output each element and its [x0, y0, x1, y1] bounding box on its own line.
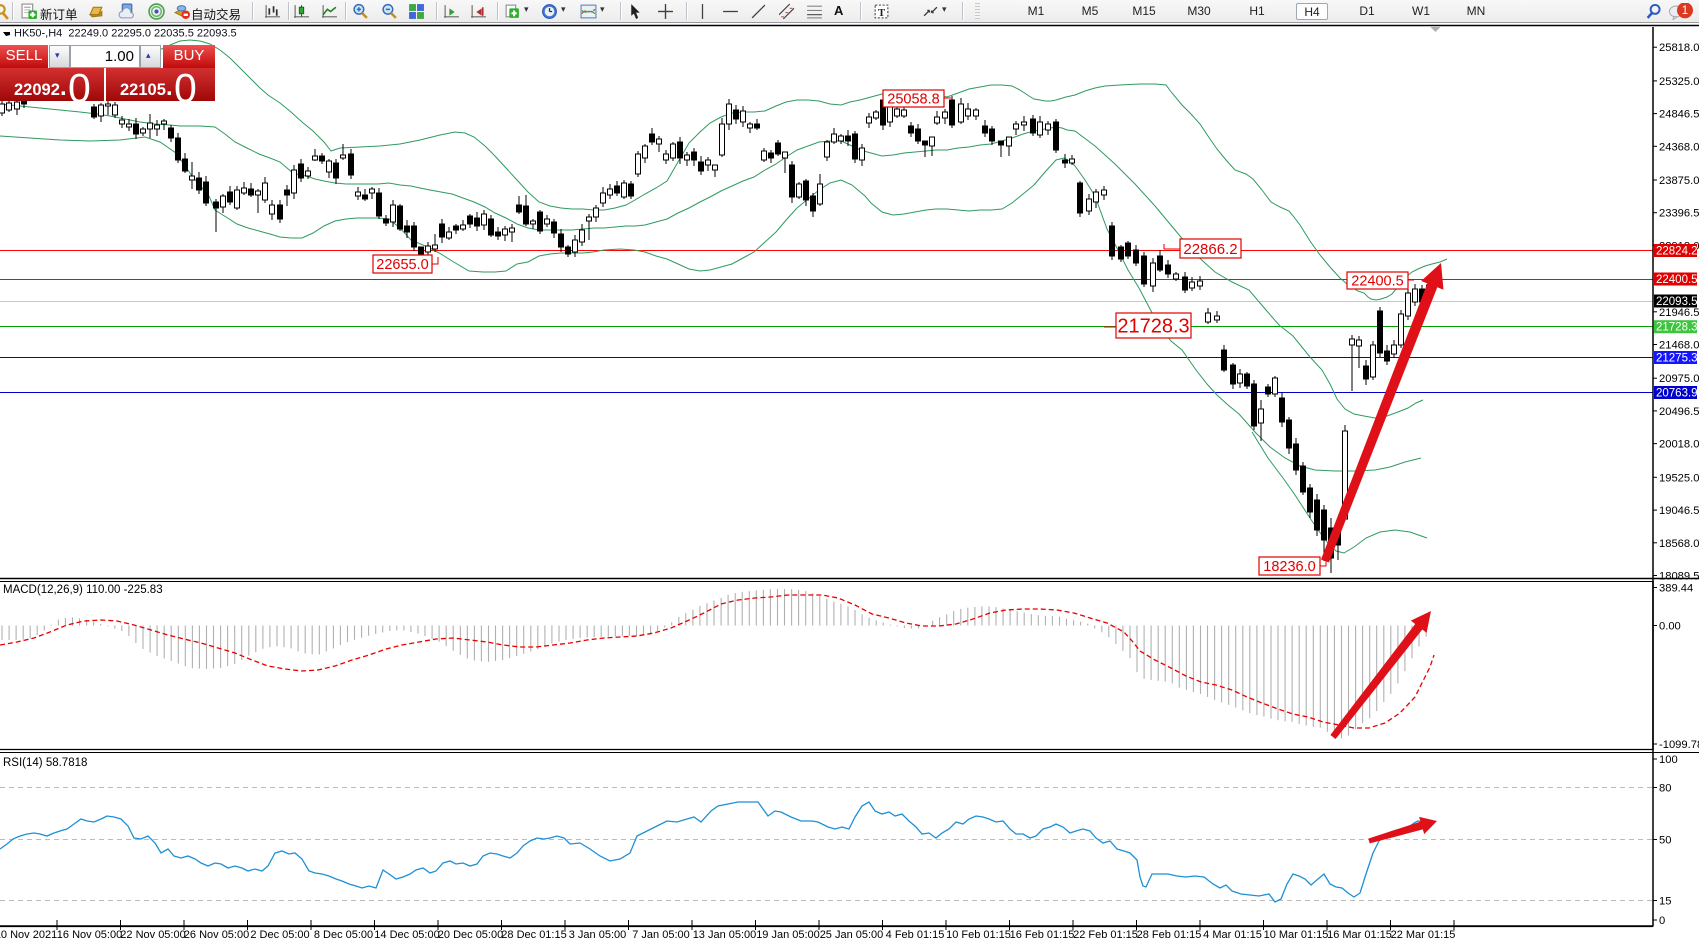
- svg-text:22866.2: 22866.2: [1183, 241, 1237, 258]
- svg-text:19525.0: 19525.0: [1659, 472, 1699, 484]
- svg-text:80: 80: [1659, 783, 1671, 795]
- svg-text:21468.0: 21468.0: [1659, 340, 1699, 352]
- svg-text:25818.0: 25818.0: [1659, 42, 1699, 54]
- svg-text:28 Feb 01:15: 28 Feb 01:15: [1137, 929, 1202, 941]
- svg-text:25325.0: 25325.0: [1659, 76, 1699, 88]
- svg-text:15: 15: [1659, 896, 1671, 908]
- svg-text:MACD(12,26,9) 110.00 -225.83: MACD(12,26,9) 110.00 -225.83: [3, 584, 163, 596]
- svg-text:21728.3: 21728.3: [1656, 322, 1698, 334]
- svg-text:24368.0: 24368.0: [1659, 141, 1699, 153]
- svg-text:20 Dec 05:00: 20 Dec 05:00: [438, 929, 503, 941]
- svg-text:10 Mar 01:15: 10 Mar 01:15: [1264, 929, 1329, 941]
- svg-text:22400.5: 22400.5: [1351, 274, 1403, 290]
- svg-text:2 Dec 05:00: 2 Dec 05:00: [250, 929, 309, 941]
- svg-text:0: 0: [1659, 915, 1665, 927]
- svg-text:389.44: 389.44: [1659, 583, 1693, 595]
- svg-text:22 Nov 05:00: 22 Nov 05:00: [120, 929, 185, 941]
- svg-text:20763.9: 20763.9: [1656, 388, 1698, 400]
- svg-text:18089.5: 18089.5: [1659, 571, 1699, 583]
- svg-text:23875.0: 23875.0: [1659, 175, 1699, 187]
- svg-text:28 Dec 01:15: 28 Dec 01:15: [501, 929, 566, 941]
- svg-text:22 Feb 01:15: 22 Feb 01:15: [1073, 929, 1138, 941]
- svg-text:14 Dec 05:00: 14 Dec 05:00: [374, 929, 439, 941]
- svg-text:19 Jan 05:00: 19 Jan 05:00: [756, 929, 820, 941]
- svg-text:4 Feb 01:15: 4 Feb 01:15: [886, 929, 945, 941]
- svg-text:8 Dec 05:00: 8 Dec 05:00: [314, 929, 373, 941]
- svg-text:21275.3: 21275.3: [1656, 353, 1698, 365]
- svg-text:100: 100: [1659, 754, 1678, 766]
- svg-text:22655.0: 22655.0: [376, 257, 428, 273]
- svg-text:20018.0: 20018.0: [1659, 439, 1699, 451]
- svg-text:3 Jan 05:00: 3 Jan 05:00: [569, 929, 627, 941]
- svg-text:24846.5: 24846.5: [1659, 109, 1699, 121]
- svg-text:7 Jan 05:00: 7 Jan 05:00: [632, 929, 690, 941]
- svg-text:RSI(14) 58.7818: RSI(14) 58.7818: [3, 757, 87, 769]
- svg-text:22093.5: 22093.5: [1656, 296, 1698, 308]
- svg-text:50: 50: [1659, 835, 1671, 847]
- svg-text:25 Jan 05:00: 25 Jan 05:00: [820, 929, 884, 941]
- svg-text:21946.5: 21946.5: [1659, 307, 1699, 319]
- svg-text:18568.0: 18568.0: [1659, 538, 1699, 550]
- svg-text:25058.8: 25058.8: [887, 92, 939, 108]
- svg-text:-1099.78: -1099.78: [1659, 739, 1699, 751]
- svg-text:21728.3: 21728.3: [1117, 316, 1189, 338]
- svg-text:10 Nov 2021: 10 Nov 2021: [0, 929, 57, 941]
- svg-text:16 Nov 05:00: 16 Nov 05:00: [57, 929, 122, 941]
- svg-text:4 Mar 01:15: 4 Mar 01:15: [1203, 929, 1262, 941]
- svg-text:16 Mar 01:15: 16 Mar 01:15: [1327, 929, 1392, 941]
- svg-text:10 Feb 01:15: 10 Feb 01:15: [946, 929, 1011, 941]
- svg-text:HK50-,H4 22249.0 22295.0 2203: HK50-,H4 22249.0 22295.0 22035.5 22093.5: [14, 28, 237, 40]
- svg-text:20975.0: 20975.0: [1659, 373, 1699, 385]
- svg-text:16 Feb 01:15: 16 Feb 01:15: [1010, 929, 1075, 941]
- svg-text:23396.5: 23396.5: [1659, 208, 1699, 220]
- svg-text:22 Mar 01:15: 22 Mar 01:15: [1391, 929, 1456, 941]
- svg-text:T: T: [878, 8, 885, 19]
- svg-text:1: 1: [1682, 5, 1688, 17]
- svg-text:22824.2: 22824.2: [1656, 246, 1698, 258]
- svg-text:20496.5: 20496.5: [1659, 406, 1699, 418]
- svg-text:13 Jan 05:00: 13 Jan 05:00: [693, 929, 757, 941]
- svg-text:18236.0: 18236.0: [1263, 559, 1315, 575]
- svg-text:0.00: 0.00: [1659, 621, 1681, 633]
- svg-text:26 Nov 05:00: 26 Nov 05:00: [184, 929, 249, 941]
- svg-text:22400.5: 22400.5: [1656, 274, 1698, 286]
- svg-text:19046.5: 19046.5: [1659, 505, 1699, 517]
